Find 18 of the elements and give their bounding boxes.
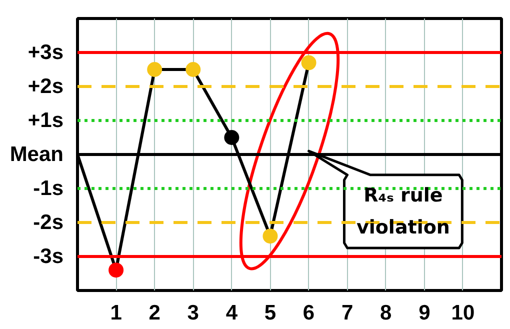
x-tick-label: 2 (148, 302, 160, 324)
x-tick-label: 3 (187, 302, 199, 324)
annotation: R₄ₛ rule violation (356, 184, 450, 239)
x-tick-label: 7 (341, 302, 354, 324)
y-tick-label: -3s (33, 245, 64, 268)
x-tick-label: 9 (418, 302, 430, 324)
x-tick-label: 1 (110, 302, 122, 324)
x-tick-label: 5 (264, 302, 276, 324)
x-tick-label: 10 (451, 302, 475, 324)
y-tick-label: +1s (28, 109, 64, 132)
y-tick-label: -1s (33, 177, 64, 200)
x-tick-label: 4 (226, 302, 238, 324)
y-tick-label: +3s (28, 41, 64, 64)
y-tick-label: Mean (10, 143, 64, 166)
x-tick-label: 8 (380, 302, 392, 324)
x-tick-label: 6 (302, 302, 315, 324)
y-tick-label: +2s (28, 75, 64, 98)
y-tick-label: -2s (33, 211, 64, 234)
